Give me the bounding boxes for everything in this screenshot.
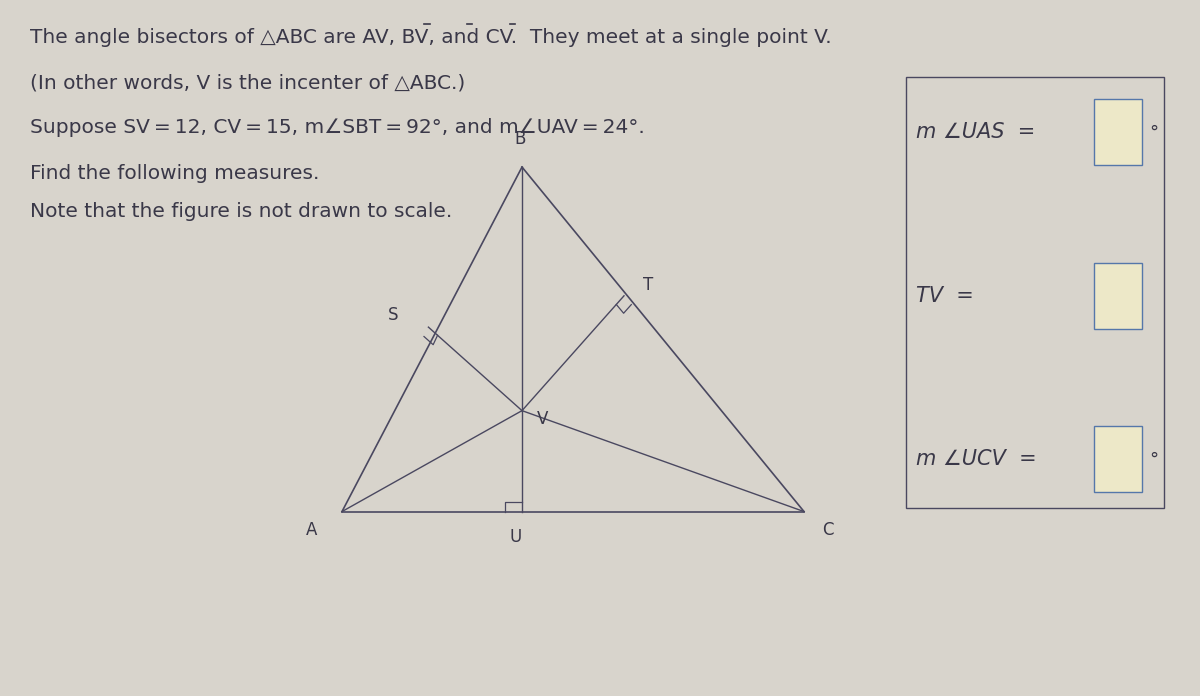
Text: T: T: [643, 276, 653, 294]
Bar: [906, 77, 1164, 508]
Text: m ∠UCV  =: m ∠UCV =: [916, 450, 1037, 469]
Bar: [1094, 426, 1142, 493]
Text: °: °: [1150, 450, 1159, 468]
Bar: [1094, 263, 1142, 329]
Text: S: S: [389, 306, 398, 324]
Text: V: V: [536, 410, 548, 428]
Text: TV  =: TV =: [916, 286, 973, 306]
Text: B: B: [514, 130, 526, 148]
Text: Find the following measures.: Find the following measures.: [30, 164, 319, 182]
Text: Note that the figure is not drawn to scale.: Note that the figure is not drawn to sca…: [30, 202, 452, 221]
Text: (In other words, V is the incenter of △ABC.): (In other words, V is the incenter of △A…: [30, 73, 466, 92]
Bar: [1094, 99, 1142, 165]
Text: A: A: [306, 521, 318, 539]
Text: m ∠UAS  =: m ∠UAS =: [916, 122, 1034, 142]
Text: U: U: [510, 528, 522, 546]
Text: C: C: [822, 521, 834, 539]
Text: Suppose SV = 12, CV = 15, m∠SBT = 92°, and m∠UAV = 24°.: Suppose SV = 12, CV = 15, m∠SBT = 92°, a…: [30, 118, 644, 137]
Text: The angle bisectors of △ABC are AV, BV, and CV.  They meet at a single point V.: The angle bisectors of △ABC are AV, BV, …: [30, 28, 832, 47]
Text: °: °: [1150, 123, 1159, 141]
